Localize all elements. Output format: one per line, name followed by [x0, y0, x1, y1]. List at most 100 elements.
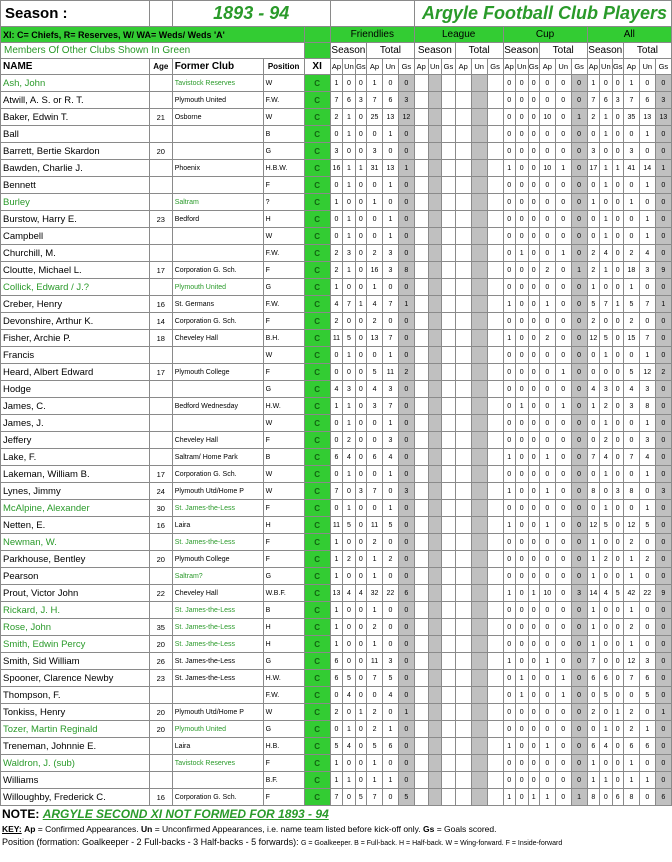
stat-cell: 0 [527, 618, 540, 636]
stat-cell: 3 [342, 380, 356, 398]
column-un: Un [470, 58, 488, 75]
stat-cell: 0 [527, 414, 540, 432]
stat-cell [486, 261, 504, 279]
stat-cell: 2 [638, 550, 656, 568]
player-name: Pearson [0, 567, 150, 585]
stat-cell: 0 [397, 465, 415, 483]
player-former-club: Phoenix [171, 159, 264, 177]
stat-cell: 7 [381, 397, 399, 415]
stat-cell: 0 [599, 567, 613, 585]
sub-total: Total [454, 42, 504, 59]
stat-cell: 0 [527, 686, 540, 704]
stat-cell: 0 [527, 176, 540, 194]
stat-cell: 0 [611, 329, 624, 347]
stat-cell: 1 [538, 448, 556, 466]
player-row: Bennett F C 0 1 0 0 1 0 0 0 0 0 0 0 0 1 0 0 1 0 [0, 176, 672, 194]
stat-cell: 7 [329, 91, 344, 109]
stat-cell [427, 737, 443, 755]
stat-cell: 4 [354, 584, 368, 602]
stat-cell: 0 [654, 720, 672, 738]
stat-cell: 0 [354, 142, 368, 160]
stat-cell: 1 [599, 720, 613, 738]
column-gs: Gs [441, 58, 456, 75]
stat-cell: 1 [570, 261, 588, 279]
stat-cell: 2 [622, 312, 640, 330]
stat-cell: 0 [354, 380, 368, 398]
stat-cell: 0 [366, 499, 383, 517]
stat-cell [441, 397, 456, 415]
stat-cell: 0 [554, 584, 572, 602]
stat-cell: 1 [654, 159, 672, 177]
player-former-club [171, 142, 264, 160]
stat-cell: 0 [638, 142, 656, 160]
stat-cell: 0 [538, 550, 556, 568]
stat-cell [470, 108, 488, 126]
stat-cell: 4 [342, 584, 356, 602]
stat-cell: 0 [342, 533, 356, 551]
stat-cell: 0 [527, 754, 540, 772]
column-un: Un [515, 58, 529, 75]
player-xi: C [303, 142, 331, 160]
stat-cell [427, 329, 443, 347]
stat-cell [470, 210, 488, 228]
stat-cell: 16 [329, 159, 344, 177]
stat-cell: 0 [502, 142, 516, 160]
stat-cell: 0 [638, 74, 656, 92]
column-ap: Ap [502, 58, 516, 75]
player-name: Fisher, Archie P. [0, 329, 150, 347]
stat-cell: 16 [366, 261, 383, 279]
stat-cell: 0 [381, 788, 399, 806]
player-position: W [262, 414, 305, 432]
note-line: NOTE: ARGYLE SECOND XI NOT FORMED FOR 18… [0, 806, 672, 822]
stat-cell: 0 [502, 227, 516, 245]
stat-cell: 0 [527, 227, 540, 245]
stat-cell: 0 [611, 380, 624, 398]
stat-cell: 2 [397, 363, 415, 381]
player-name: Lake, F. [0, 448, 150, 466]
stat-cell: 0 [515, 329, 529, 347]
stat-cell: 0 [570, 771, 588, 789]
stat-cell: 0 [570, 618, 588, 636]
stat-cell: 5 [342, 669, 356, 687]
player-xi: C [303, 754, 331, 772]
stat-cell: 0 [397, 329, 415, 347]
stat-cell: 6 [638, 91, 656, 109]
stat-cell: 0 [570, 295, 588, 313]
stat-cell: 0 [611, 754, 624, 772]
stat-cell: 3 [638, 380, 656, 398]
stat-cell: 0 [397, 737, 415, 755]
stat-cell: 0 [654, 448, 672, 466]
player-former-club [171, 771, 264, 789]
player-age [148, 601, 173, 619]
stat-cell: 13 [654, 108, 672, 126]
stat-cell: 1 [329, 278, 344, 296]
player-age: 17 [148, 363, 173, 381]
stat-cell: 0 [611, 125, 624, 143]
stat-cell: 0 [611, 652, 624, 670]
player-age: 17 [148, 261, 173, 279]
stat-cell [470, 737, 488, 755]
stat-cell: 1 [638, 125, 656, 143]
player-name: Rose, John [0, 618, 150, 636]
player-position: B [262, 448, 305, 466]
player-position: F [262, 499, 305, 517]
stat-cell: 0 [397, 414, 415, 432]
stat-cell: 7 [586, 652, 601, 670]
player-row: Ball B C 0 1 0 0 1 0 0 0 0 0 0 0 0 1 0 0 1 0 [0, 125, 672, 143]
player-xi: C [303, 703, 331, 721]
stat-cell [413, 397, 429, 415]
stat-cell: 0 [397, 431, 415, 449]
stat-cell: 0 [381, 601, 399, 619]
stat-cell: 1 [515, 397, 529, 415]
stat-cell: 1 [586, 635, 601, 653]
stat-cell: 6 [381, 91, 399, 109]
player-age: 20 [148, 550, 173, 568]
stat-cell: 0 [611, 176, 624, 194]
player-former-club: Bedford Wednesday [171, 397, 264, 415]
stat-cell: 0 [611, 669, 624, 687]
stat-cell [454, 91, 472, 109]
player-row: Baker, Edwin T. 21 Osborne W C 2 1 0 25 13 12 0 0 0 10… [0, 108, 672, 126]
stat-cell: 0 [638, 703, 656, 721]
stat-cell: 0 [654, 635, 672, 653]
player-xi: C [303, 465, 331, 483]
